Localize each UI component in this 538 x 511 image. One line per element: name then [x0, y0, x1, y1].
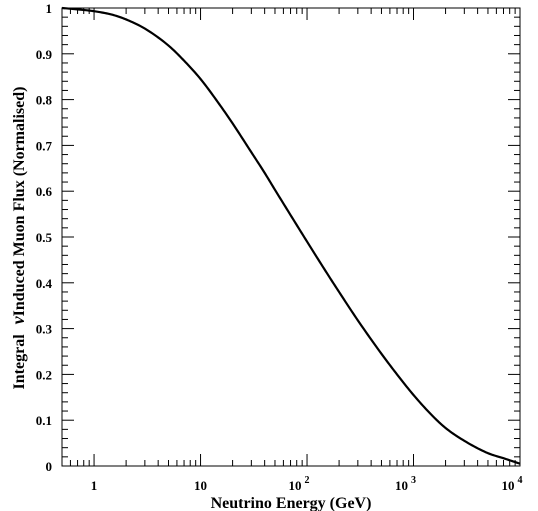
y-tick-label: 0.4 [36, 276, 53, 291]
y-tick-label: 0.3 [36, 322, 53, 337]
x-tick-label: 10 2 [289, 475, 310, 493]
y-tick-label: 0.6 [36, 184, 53, 199]
tick-marks [61, 7, 521, 467]
y-tick-label: 0 [46, 459, 53, 474]
x-tick-base: 10 [289, 478, 302, 493]
y-tick-label: 0.2 [36, 367, 52, 382]
x-tick-labels: 1 10 10 2 10 3 10 4 [91, 475, 523, 493]
series-line [61, 6, 521, 465]
nu-symbol: ν [8, 315, 28, 324]
x-tick-exponent: 3 [411, 475, 416, 486]
y-tick-label: 1 [46, 1, 53, 16]
x-tick-base: 10 [395, 478, 408, 493]
y-tick-label: 0.9 [36, 47, 53, 62]
x-tick-exponent: 4 [518, 475, 523, 486]
x-tick-label: 10 4 [502, 475, 523, 493]
y-tick-label: 0.7 [36, 138, 53, 153]
y-tick-label: 0.5 [36, 230, 53, 245]
x-tick-label: 10 [194, 478, 207, 493]
y-axis-title-suffix: Induced Muon Flux (Normalised) [11, 87, 28, 317]
x-tick-exponent: 2 [305, 475, 310, 486]
x-tick-label: 10 3 [395, 475, 416, 493]
plot-frame [61, 7, 521, 467]
y-tick-label: 0.8 [36, 93, 53, 108]
x-tick-base: 10 [502, 478, 515, 493]
y-axis-title: Integral νInduced Muon Flux (Normalised) [8, 87, 28, 390]
y-tick-labels: 0 0.1 0.2 0.3 0.4 0.5 0.6 0.7 0.8 0.9 1 [36, 1, 53, 474]
x-axis-title: Neutrino Energy (GeV) [211, 495, 372, 511]
y-axis-title-prefix: Integral [11, 334, 28, 390]
y-tick-label: 0.1 [36, 413, 52, 428]
x-tick-label: 1 [91, 478, 98, 493]
